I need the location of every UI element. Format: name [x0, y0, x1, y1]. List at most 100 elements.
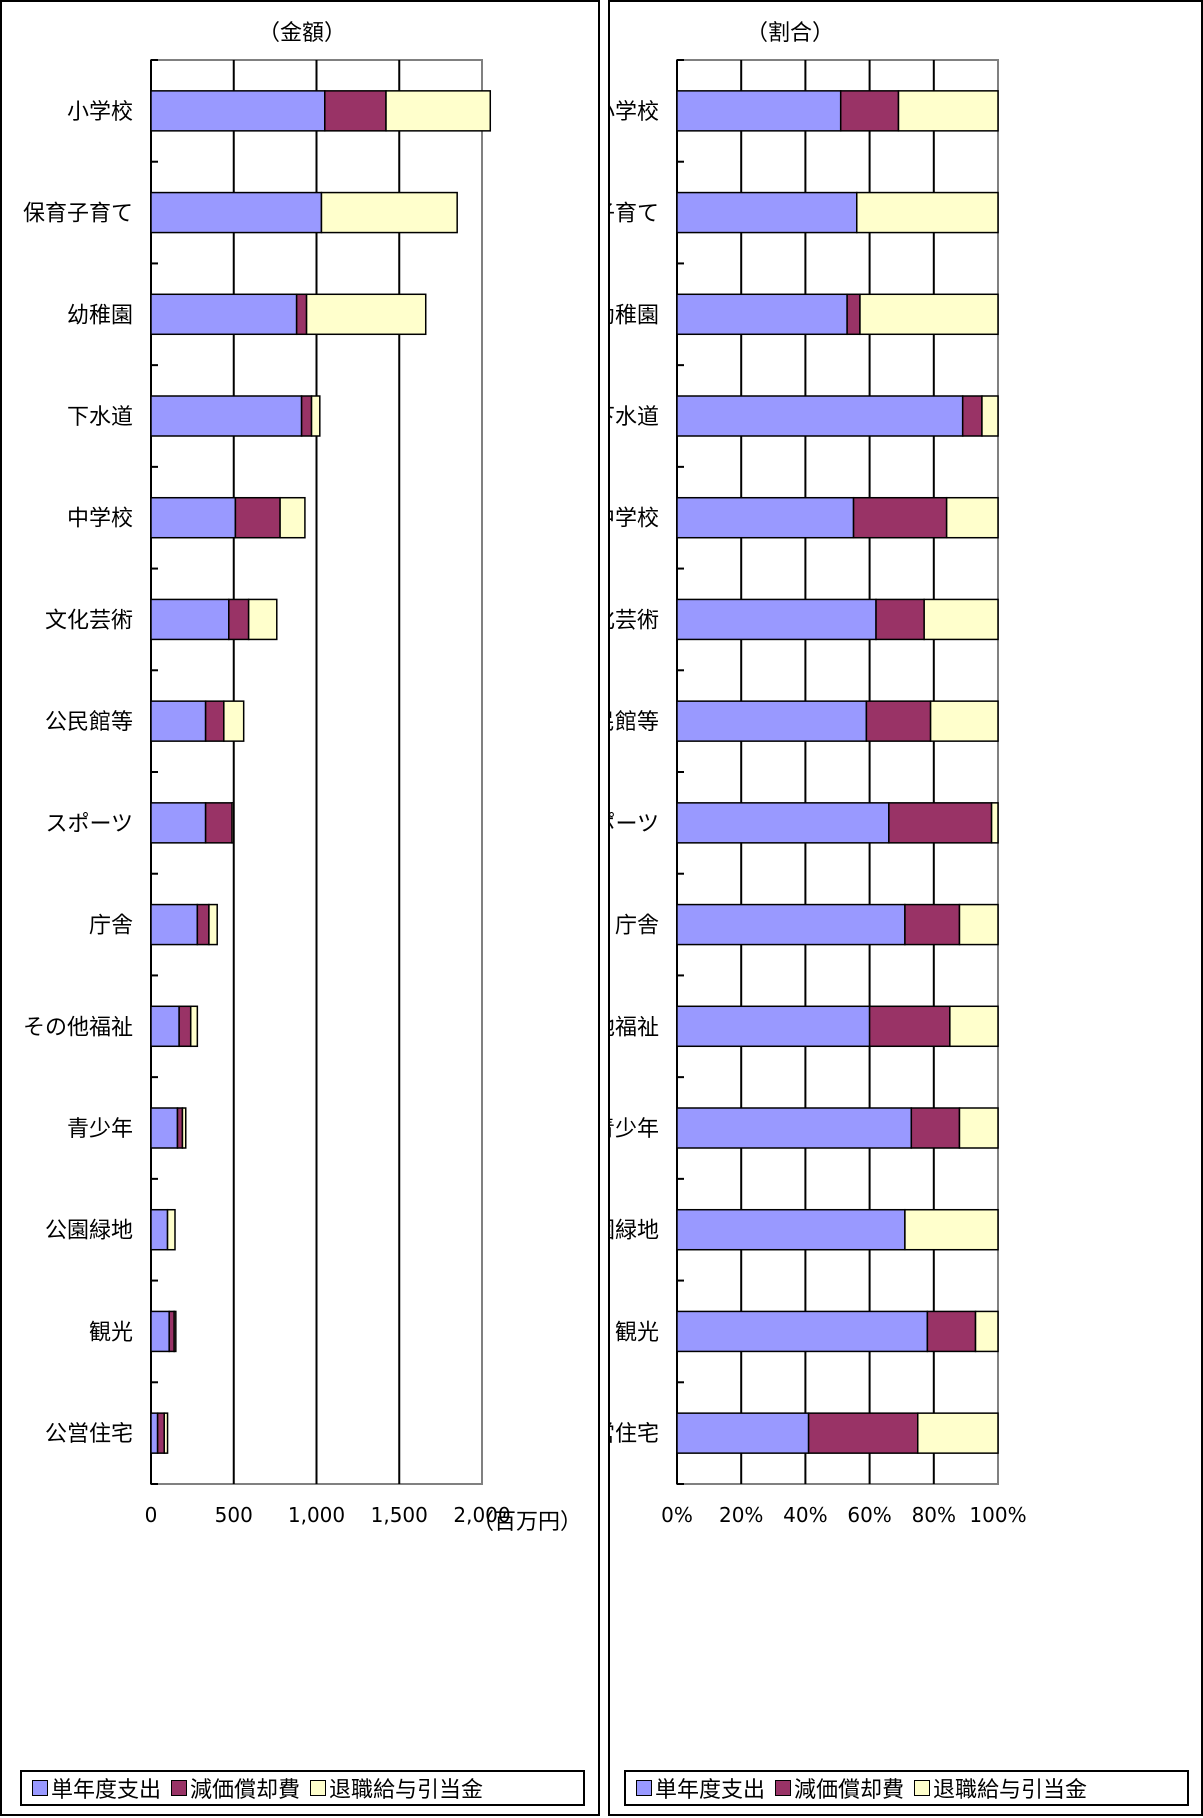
ratio-bar-single-year: [676, 1107, 913, 1149]
amount-bar-single-year: [150, 1208, 169, 1251]
ratio-bar-single-year: [676, 1412, 810, 1454]
ratio-bar-retirement: [974, 1310, 999, 1353]
ratio-bar-retirement: [923, 598, 999, 641]
ratio-bar-retirement: [856, 191, 999, 234]
legend-item-single-year: 単年度支出: [632, 1772, 765, 1804]
amount-bar-depreciation: [178, 1005, 192, 1048]
ratio-category-label: 庁舎: [615, 914, 659, 939]
amount-bar-depreciation: [156, 1412, 165, 1454]
amount-bar-retirement: [385, 90, 492, 132]
ratio-x-tick-label: 0%: [661, 1503, 693, 1527]
legend-swatch-depreciation: [171, 1780, 188, 1796]
legend-swatch-retirement: [310, 1780, 327, 1796]
amount-bar-retirement: [305, 293, 427, 336]
ratio-category-label: 保育子育て: [610, 202, 659, 227]
ratio-bar-single-year: [676, 903, 906, 946]
ratio-category-label: 下水道: [610, 405, 659, 430]
legend-label-single-year: 単年度支出: [51, 1778, 162, 1803]
amount-bar-single-year: [150, 598, 230, 641]
amount-bar-retirement: [231, 802, 235, 844]
ratio-chart-panel: （割合） 0% 20% 40% 60% 80% 100% 小学校保育子育て幼稚園下水道中学校文…: [608, 0, 1203, 1816]
ratio-bar-depreciation: [852, 496, 948, 539]
amount-category-label: 公営住宅: [45, 1422, 133, 1447]
ratio-bar-retirement: [897, 90, 999, 132]
legend-label-single-year: 単年度支出: [655, 1778, 766, 1803]
ratio-bar-retirement: [990, 802, 999, 844]
amount-bar-depreciation: [234, 496, 281, 539]
amount-category-label: 庁舎: [89, 914, 133, 939]
amount-category-label: 幼稚園: [67, 303, 133, 328]
ratio-chart-legend: 単年度支出 減価償却費 退職給与引当金: [624, 1770, 1189, 1806]
ratio-x-tick-label: 100%: [969, 1503, 1026, 1527]
ratio-category-label: 公園緑地: [610, 1219, 659, 1244]
ratio-bar-retirement: [929, 700, 999, 742]
unit-label: （百万円）: [472, 1510, 583, 1535]
ratio-bar-single-year: [676, 802, 890, 844]
legend-item-retirement: 退職給与引当金: [910, 1772, 1087, 1804]
ratio-bar-retirement: [958, 1107, 999, 1149]
ratio-category-label: 小学校: [610, 100, 659, 125]
ratio-chart-svg: （割合） 0% 20% 40% 60% 80% 100% 小学校保育子育て幼稚園下水道中学校文…: [610, 21, 1027, 1527]
amount-bar-retirement: [208, 903, 218, 946]
amount-x-tick-label: 1,500: [371, 1503, 428, 1527]
amount-bar-depreciation: [204, 700, 225, 742]
amount-category-label: 下水道: [67, 405, 133, 430]
amount-bar-single-year: [150, 1412, 159, 1454]
ratio-bar-retirement: [904, 1208, 999, 1251]
amount-bar-retirement: [163, 1412, 169, 1454]
ratio-bar-depreciation: [875, 598, 925, 641]
ratio-bar-single-year: [676, 395, 964, 437]
amount-bar-depreciation: [295, 293, 308, 336]
amount-bar-retirement: [173, 1310, 177, 1353]
amount-bar-single-year: [150, 496, 237, 539]
amount-bar-depreciation: [300, 395, 313, 437]
ratio-category-label: 公民館等: [610, 710, 659, 735]
amount-bar-depreciation: [204, 802, 233, 844]
legend-item-single-year: 単年度支出: [28, 1772, 161, 1804]
ratio-bar-retirement: [958, 903, 999, 946]
amount-bar-single-year: [150, 802, 207, 844]
legend-label-retirement: 退職給与引当金: [933, 1778, 1088, 1803]
amount-x-tick-label: 500: [215, 1503, 253, 1527]
amount-category-label: 文化芸術: [45, 608, 133, 633]
ratio-category-label: 公営住宅: [610, 1422, 659, 1447]
amount-bar-single-year: [150, 191, 323, 234]
amount-x-tick-label: 2,000: [453, 1503, 510, 1527]
amount-bar-single-year: [150, 1310, 170, 1353]
ratio-bar-single-year: [676, 1208, 906, 1251]
amount-bar-single-year: [150, 903, 199, 946]
ratio-category-label: 青少年: [610, 1117, 659, 1142]
amount-bar-retirement: [279, 496, 306, 539]
legend-label-retirement: 退職給与引当金: [329, 1778, 484, 1803]
amount-bar-single-year: [150, 1107, 179, 1149]
ratio-bar-depreciation: [846, 293, 861, 336]
ratio-bar-single-year: [676, 90, 842, 132]
legend-swatch-depreciation: [775, 1780, 792, 1796]
amount-category-label: 小学校: [67, 100, 133, 125]
legend-swatch-single-year: [32, 1780, 48, 1796]
ratio-bar-depreciation: [904, 903, 961, 946]
amount-category-label: 中学校: [67, 507, 133, 532]
ratio-x-tick-label: 20%: [719, 1503, 763, 1527]
ratio-category-label: 観光: [615, 1320, 659, 1345]
legend-item-retirement: 退職給与引当金: [306, 1772, 483, 1804]
ratio-bar-retirement: [945, 496, 999, 539]
ratio-bar-single-year: [676, 1310, 929, 1353]
amount-bar-retirement: [189, 1005, 199, 1048]
ratio-bar-depreciation: [807, 1412, 919, 1454]
amount-chart-panel: （金額） 0 500 1,000 1,500 2,000 小学校 保育子育て 幼稚園 下水道 中学校…: [0, 0, 600, 1816]
legend-item-depreciation: 減価償却費: [771, 1772, 904, 1804]
legend-label-depreciation: 減価償却費: [190, 1778, 301, 1803]
ratio-bar-single-year: [676, 496, 855, 539]
ratio-category-label: スポーツ: [610, 812, 659, 837]
ratio-bar-depreciation: [865, 700, 932, 742]
ratio-category-label: その他福祉: [610, 1015, 659, 1040]
ratio-bar-single-year: [676, 1005, 871, 1048]
legend-swatch-retirement: [914, 1780, 931, 1796]
amount-chart-svg: （金額） 0 500 1,000 1,500 2,000 小学校保育子育て幼稚園下水道中学校…: [23, 21, 511, 1527]
ratio-x-tick-label: 40%: [783, 1503, 827, 1527]
ratio-bar-depreciation: [888, 802, 993, 844]
amount-category-label: 公民館等: [45, 710, 133, 735]
amount-bar-retirement: [320, 191, 458, 234]
amount-bar-retirement: [247, 598, 278, 641]
